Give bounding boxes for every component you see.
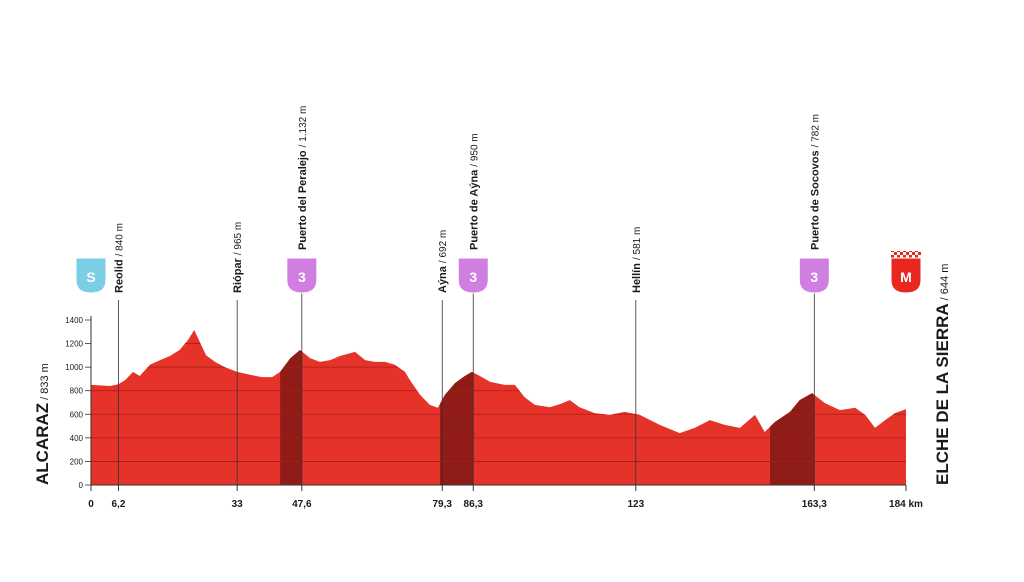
label-name: Aýna	[437, 265, 449, 293]
shield	[286, 257, 318, 294]
checker	[891, 251, 921, 258]
climb-section	[770, 330, 815, 485]
start-icon: S	[75, 257, 107, 294]
y-tick-label: 600	[70, 410, 84, 419]
label-elevation: / 833 m	[39, 363, 51, 400]
icon-label: M	[900, 269, 912, 285]
x-tick-label: 123	[627, 499, 644, 510]
x-tick-label: 184 km	[889, 499, 923, 510]
label-name: Reolid	[113, 259, 125, 293]
x-tick-label: 47,6	[292, 499, 312, 510]
start-label: ALCARAZ / 833 m	[33, 363, 52, 485]
x-tick-label: 6,2	[112, 499, 126, 510]
icon-label: 3	[810, 269, 818, 285]
label-elevation: / 965 m	[233, 222, 244, 255]
label-elevation: / 950 m	[469, 133, 480, 166]
waypoint-label: Puerto de Aýna / 950 m	[468, 133, 480, 250]
icon-label: 3	[298, 269, 306, 285]
waypoint-label: Puerto de Socovos / 782 m	[809, 114, 821, 250]
y-tick-label: 1400	[65, 316, 83, 325]
climb-section	[440, 330, 474, 485]
shield	[457, 257, 489, 294]
label-name: Puerto del Peralejo	[297, 150, 309, 250]
y-tick-label: 1200	[65, 340, 83, 349]
label-elevation: / 581 m	[632, 227, 643, 260]
x-tick-label: 163,3	[802, 499, 827, 510]
x-tick-label: 0	[88, 499, 94, 510]
label-elevation: / 692 m	[438, 230, 449, 263]
waypoint-label: Hellín / 581 m	[631, 227, 643, 293]
climb-icon: 3	[798, 257, 830, 294]
label-name: Riópar	[232, 257, 244, 293]
x-tick-label: 86,3	[464, 499, 484, 510]
finish-label: ELCHE DE LA SIERRA / 644 m	[933, 264, 952, 485]
shield	[75, 257, 107, 294]
label-elevation: / 644 m	[939, 264, 951, 301]
y-tick-label: 400	[70, 434, 84, 443]
x-tick-label: 33	[232, 499, 244, 510]
label-elevation: / 782 m	[810, 114, 821, 147]
label-elevation: / 840 m	[114, 223, 125, 256]
y-tick-label: 0	[79, 481, 84, 490]
climb-icon: 3	[457, 257, 489, 294]
waypoint-label: Riópar / 965 m	[232, 222, 244, 293]
climb-icon: 3	[286, 257, 318, 294]
waypoint-label: Puerto del Peralejo / 1.132 m	[297, 106, 309, 250]
shield	[890, 257, 922, 294]
y-tick-label: 800	[70, 387, 84, 396]
label-name: Puerto de Aýna	[468, 169, 480, 250]
icon-label: S	[86, 269, 95, 285]
y-tick-label: 1000	[65, 363, 83, 372]
label-name: Hellín	[631, 263, 643, 293]
waypoint-label: Reolid / 840 m	[113, 223, 125, 293]
label-name: ELCHE DE LA SIERRA	[933, 303, 952, 485]
x-tick-label: 79,3	[433, 499, 453, 510]
climb-section	[280, 330, 302, 485]
label-name: ALCARAZ	[33, 403, 52, 485]
label-name: Puerto de Socovos	[809, 150, 821, 250]
waypoint-label: Aýna / 692 m	[437, 230, 449, 293]
icon-label: 3	[469, 269, 477, 285]
shield	[798, 257, 830, 294]
label-elevation: / 1.132 m	[298, 106, 309, 148]
finish-icon: M	[890, 251, 922, 294]
y-tick-label: 200	[70, 457, 84, 466]
